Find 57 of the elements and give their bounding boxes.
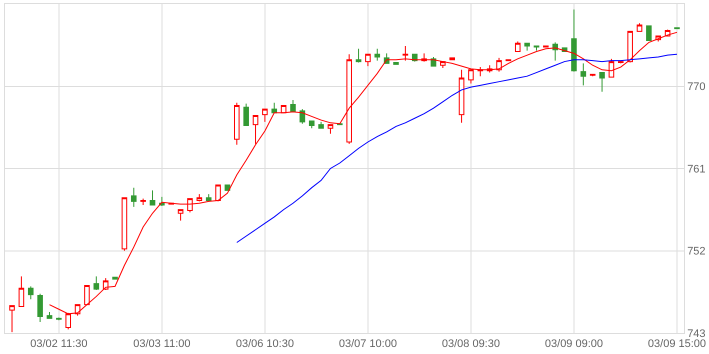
x-tick-label: 03/02 11:30 xyxy=(30,338,88,350)
candlestick xyxy=(393,62,399,65)
x-tick-label: 03/09 09:00 xyxy=(544,338,604,350)
y-tick-label: 743 xyxy=(687,328,706,340)
candlestick xyxy=(206,194,212,202)
x-tick-label: 03/07 10:00 xyxy=(338,338,397,350)
candlestick xyxy=(150,190,156,206)
candlestick xyxy=(571,8,577,72)
candlestick xyxy=(458,69,464,124)
candlestick xyxy=(234,102,240,146)
candlestick xyxy=(122,197,128,252)
candlestick xyxy=(608,58,614,78)
candlestick xyxy=(37,293,43,323)
line-series xyxy=(236,54,678,244)
candlestick xyxy=(308,120,315,129)
candlestick xyxy=(196,194,202,202)
candlestick xyxy=(187,198,193,213)
candlestick xyxy=(468,69,474,84)
candlestick xyxy=(524,42,530,52)
candlestick xyxy=(496,57,502,72)
candlestick xyxy=(402,46,408,62)
candlestick xyxy=(318,121,324,129)
candlestick xyxy=(28,286,34,300)
candlestick xyxy=(646,25,652,42)
candlestick xyxy=(328,124,334,134)
candlestick xyxy=(84,284,90,306)
candlestick xyxy=(271,102,278,114)
candlestick xyxy=(514,40,521,52)
y-tick-label: 770 xyxy=(687,81,706,94)
candlestick xyxy=(130,187,137,208)
x-tick-label: 03/06 10:30 xyxy=(236,338,294,350)
y-tick-label: 761 xyxy=(687,163,706,176)
candlestick xyxy=(178,209,184,222)
candlestick xyxy=(262,108,268,122)
x-tick-label: 03/09 15:00 xyxy=(648,338,706,350)
candlestick xyxy=(599,72,605,92)
candlestick xyxy=(9,305,15,333)
candlestick xyxy=(346,54,352,144)
candlestick xyxy=(300,108,306,124)
candlestick xyxy=(46,311,52,319)
y-tick-label: 752 xyxy=(687,246,706,258)
candlestick xyxy=(215,184,221,202)
candlestick xyxy=(534,46,540,52)
candlestick xyxy=(140,198,146,206)
candlestick xyxy=(374,48,380,62)
candlestick xyxy=(356,48,362,63)
candlestick xyxy=(290,99,296,112)
candlestick xyxy=(94,276,100,291)
candlestick xyxy=(243,103,249,126)
x-tick-label: 03/08 09:30 xyxy=(442,338,500,350)
x-tick-label: 03/03 11:00 xyxy=(133,338,191,350)
candlestick xyxy=(252,114,258,144)
candlestick xyxy=(580,62,586,86)
candlestick xyxy=(365,54,371,67)
candlestick xyxy=(18,276,24,307)
candlestick xyxy=(636,22,642,32)
candlestick xyxy=(449,57,455,60)
